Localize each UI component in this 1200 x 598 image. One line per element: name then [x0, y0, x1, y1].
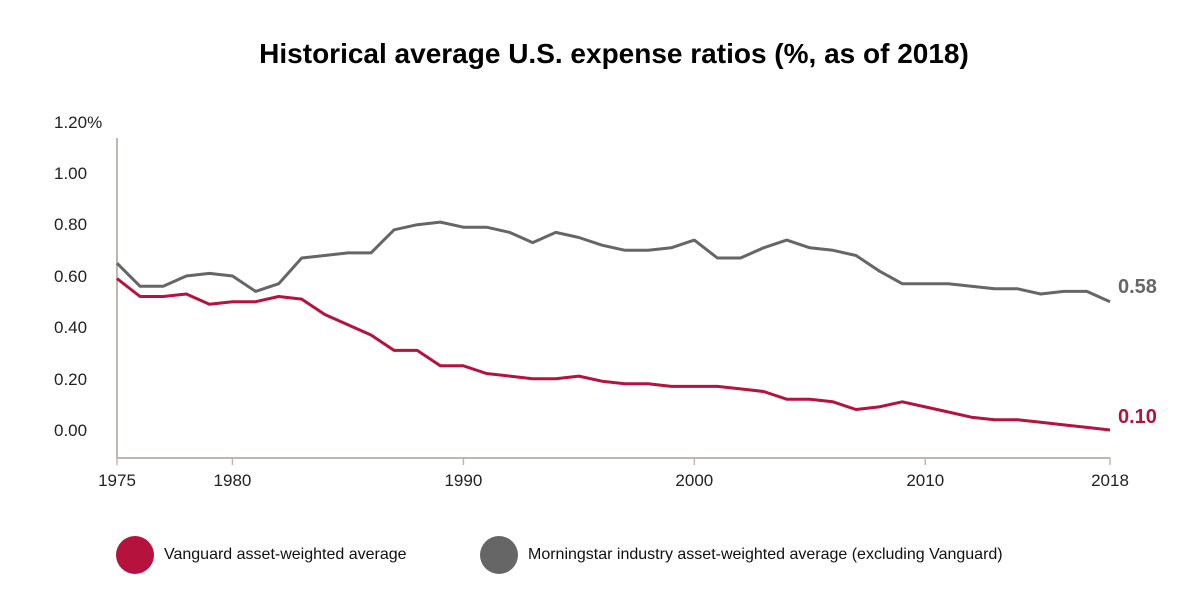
y-tick-label: 0.60	[54, 267, 87, 286]
x-tick-label: 2018	[1091, 471, 1129, 490]
chart-title: Historical average U.S. expense ratios (…	[259, 38, 969, 69]
y-tick-label: 0.40	[54, 318, 87, 337]
end-label-vanguard: 0.10	[1118, 406, 1157, 428]
x-axis-ticks: 1975 1980 1990 2000 2010 2018	[98, 458, 1129, 490]
legend-label-vanguard: Vanguard asset-weighted average	[164, 546, 407, 563]
legend-item-morningstar: Morningstar industry asset-weighted aver…	[480, 536, 1003, 574]
series-lines	[115, 220, 1111, 432]
legend-swatch-morningstar	[480, 536, 518, 574]
legend-swatch-vanguard	[116, 536, 154, 574]
y-tick-label: 0.20	[54, 370, 87, 389]
series-line-vanguard	[116, 277, 1111, 432]
x-tick-label: 2000	[675, 471, 713, 490]
legend-label-morningstar: Morningstar industry asset-weighted aver…	[528, 546, 1003, 563]
y-tick-label: 0.80	[54, 215, 87, 234]
series-line-morningstar	[115, 220, 1111, 304]
y-axis-ticks: 0.00 0.20 0.40 0.60 0.80 1.00 1.20%	[54, 113, 102, 440]
axes	[116, 138, 1110, 459]
x-tick-label: 1980	[214, 471, 252, 490]
x-tick-label: 1975	[98, 471, 136, 490]
y-tick-label: 0.00	[54, 421, 87, 440]
x-tick-label: 2010	[906, 471, 944, 490]
x-tick-label: 1990	[444, 471, 482, 490]
end-labels: 0.58 0.10	[1118, 276, 1157, 428]
end-label-morningstar: 0.58	[1118, 276, 1157, 298]
y-tick-label: 1.00	[54, 164, 87, 183]
y-tick-label: 1.20%	[54, 113, 102, 132]
legend-item-vanguard: Vanguard asset-weighted average	[116, 536, 407, 574]
